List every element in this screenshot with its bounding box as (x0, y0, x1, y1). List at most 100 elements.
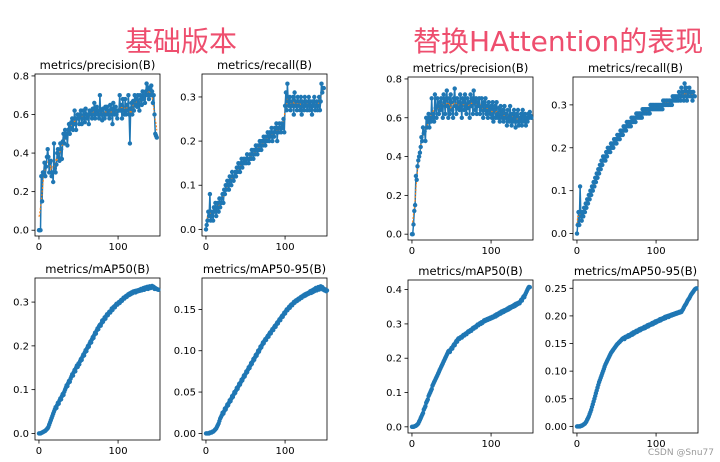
data-point (139, 102, 144, 108)
x-tick-label: 0 (36, 446, 42, 457)
y-tick-label: 0.2 (180, 137, 196, 148)
y-tick-label: 0.15 (174, 305, 196, 316)
data-point (218, 205, 223, 210)
data-point (214, 213, 219, 219)
y-tick-label: 0.10 (545, 367, 567, 378)
data-point (473, 107, 478, 113)
data-point (293, 99, 299, 104)
data-point (445, 103, 450, 109)
data-point (111, 100, 116, 106)
data-point (301, 108, 307, 113)
data-point (296, 103, 301, 109)
data-point (119, 116, 125, 121)
data-point (416, 154, 422, 159)
data-point (47, 170, 52, 175)
data-point (297, 108, 303, 113)
y-tick-label: 0.4 (386, 152, 402, 163)
y-tick-label: 0.6 (386, 113, 402, 124)
data-point (428, 119, 434, 124)
chart-7: metrics/mAP50(B) 0.0 0.1 0.2 0.3 0.4 0 100 (386, 264, 534, 450)
data-point (437, 100, 442, 105)
data-point (263, 143, 268, 148)
data-point (227, 174, 232, 179)
data-point (579, 218, 584, 223)
data-point (694, 286, 699, 291)
data-point (49, 174, 54, 179)
data-point (480, 103, 485, 109)
x-tick-label: 100 (276, 446, 295, 457)
data-point (611, 145, 616, 150)
data-point (55, 150, 60, 156)
data-point (102, 116, 107, 121)
y-tick-label: 0.0 (551, 229, 567, 240)
data-point (432, 92, 438, 97)
data-point (454, 96, 460, 101)
y-tick-label: 0.0 (386, 230, 402, 241)
data-point (52, 166, 57, 171)
data-point (468, 92, 473, 97)
data-point (48, 158, 53, 163)
data-point (278, 130, 284, 135)
data-point (65, 143, 70, 148)
data-point (416, 158, 421, 163)
y-tick-label: 0.8 (386, 74, 402, 85)
data-point (80, 116, 85, 121)
data-point (424, 115, 429, 121)
data-point (143, 89, 148, 94)
data-point (244, 152, 250, 157)
data-point (204, 222, 209, 228)
data-point (316, 103, 321, 109)
data-point (246, 161, 251, 166)
data-point (279, 121, 285, 126)
data-point (107, 116, 112, 121)
data-point (294, 108, 300, 113)
data-point (518, 119, 523, 124)
x-tick-label: 100 (647, 439, 666, 450)
data-point (126, 112, 132, 117)
data-point (431, 119, 437, 124)
data-point (285, 81, 290, 86)
data-point (70, 127, 76, 133)
data-point (128, 106, 133, 111)
data-point (476, 103, 481, 109)
data-point (119, 102, 124, 108)
smooth-line (411, 100, 532, 226)
data-point (503, 115, 508, 121)
x-tick-label: 0 (574, 246, 580, 257)
data-point (290, 94, 296, 100)
data-point (77, 112, 83, 117)
chart-5: metrics/precision(B) 0.0 0.2 0.4 0.6 0.8 0 100 (386, 61, 534, 257)
data-point (53, 170, 58, 175)
data-point (148, 93, 153, 98)
data-point (660, 107, 665, 112)
data-point (500, 107, 506, 113)
data-point (67, 131, 73, 136)
data-point (307, 108, 312, 113)
data-point (581, 214, 586, 219)
data-point (413, 173, 419, 179)
data-point (450, 115, 456, 121)
y-tick-label: 0.15 (545, 339, 567, 350)
data-point (63, 135, 69, 140)
data-point (314, 99, 319, 104)
y-tick-label: 0.6 (13, 110, 29, 121)
data-point (434, 115, 439, 121)
data-point (503, 111, 509, 117)
data-point (680, 89, 686, 95)
data-point (690, 98, 695, 103)
x-tick-label: 0 (203, 446, 209, 457)
data-point (523, 123, 529, 128)
data-point (430, 115, 435, 121)
data-point (304, 99, 309, 104)
data-point (525, 119, 530, 124)
data-point (442, 100, 447, 105)
data-point (431, 111, 436, 117)
chart-8: metrics/mAP50-95(B) 0.00 0.05 0.10 0.15 0.20 0… (545, 264, 699, 450)
data-point (82, 120, 88, 125)
data-point (203, 227, 209, 232)
data-point (482, 107, 487, 113)
data-point (465, 96, 470, 101)
data-point (240, 165, 245, 170)
data-point (623, 128, 629, 133)
data-point (449, 100, 454, 105)
